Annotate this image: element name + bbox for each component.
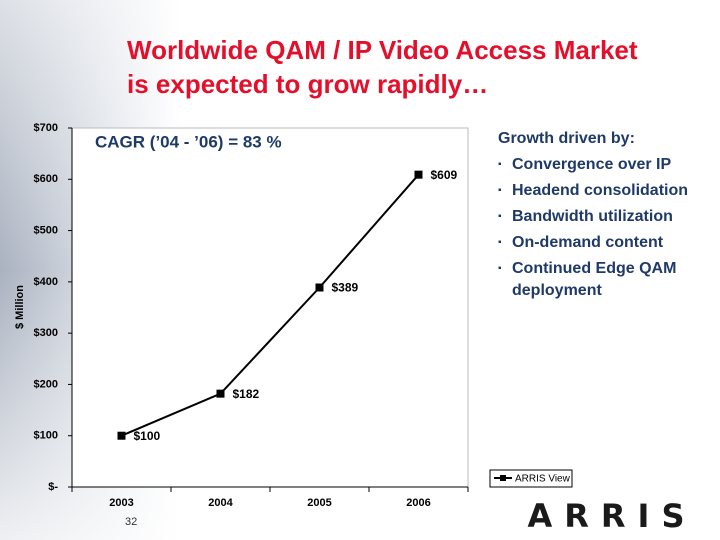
bullet: Headend consolidation [498, 180, 713, 202]
legend-label: ARRIS View [515, 474, 571, 485]
bullet: Bandwidth utilization [498, 206, 713, 228]
bullet: Continued Edge QAM deployment [498, 258, 713, 302]
x-tick-label: 2004 [208, 497, 233, 509]
y-tick-label: $400 [34, 276, 58, 288]
marker [315, 283, 324, 292]
data-label: $182 [233, 387, 260, 401]
bullet: On-demand content [498, 232, 713, 254]
plot-area [71, 127, 469, 488]
y-tick-label: $700 [34, 122, 58, 134]
y-tick-label: $- [48, 481, 58, 493]
data-label: $609 [431, 168, 458, 182]
annotation: CAGR (’04 - ’06) = 83 % [95, 132, 282, 151]
y-axis-label: $ Million [14, 285, 26, 329]
y-tick-label: $500 [34, 224, 58, 236]
x-tick-label: 2006 [406, 497, 430, 509]
bullet: Convergence over IP [498, 154, 713, 176]
page-number: 32 [125, 516, 137, 528]
title-line: is expected to grow rapidly… [127, 69, 488, 99]
x-tick-label: 2005 [307, 497, 331, 509]
legend-marker [500, 475, 506, 481]
title-line: Worldwide QAM / IP Video Access Market [127, 35, 638, 65]
bullet-list: Growth driven by: Convergence over IP Hea… [498, 128, 713, 306]
y-tick-label: $300 [34, 327, 58, 339]
marker [216, 389, 225, 398]
y-tick-label: $600 [34, 173, 58, 185]
line [121, 174, 420, 437]
marker [117, 431, 126, 440]
bullets-heading: Growth driven by: [498, 130, 635, 147]
logo: ARRIS [528, 497, 697, 535]
bullets: Convergence over IP Headend consolidation… [498, 154, 713, 302]
y-tick-label: $200 [34, 378, 58, 390]
marker [414, 170, 423, 179]
y-tick-label: $100 [34, 430, 58, 442]
legend-box [489, 469, 573, 488]
x-tick-label: 2003 [109, 497, 133, 509]
data-label: $100 [134, 429, 161, 443]
data-label: $389 [332, 281, 359, 295]
